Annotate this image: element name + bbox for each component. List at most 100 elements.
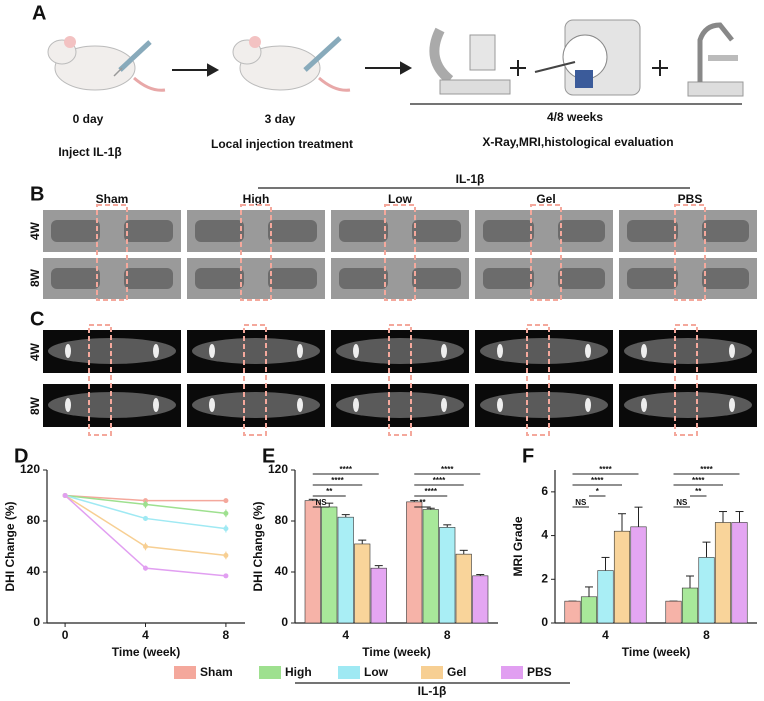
disc [641,344,647,358]
panel-label: E [262,445,275,467]
vertebra [412,268,461,289]
point [223,573,229,579]
point [142,565,148,571]
mri-machine [534,19,641,96]
disc [209,344,215,358]
vertebra [268,268,317,289]
y-tick-label: 4 [541,528,548,542]
legend-label: Gel [447,665,466,679]
significance-label: * [596,487,600,496]
spine [336,338,464,364]
bar [370,567,387,624]
mouse-illustration [47,36,166,92]
vertebra [627,220,678,242]
row-label: 4W [28,221,42,240]
bar [580,596,598,624]
point [223,526,229,532]
mouse-illustration [232,36,351,92]
panel-label: C [30,308,44,330]
vertebra [268,220,317,242]
disc [353,344,359,358]
x-axis-label: Time (week) [362,645,430,659]
row-label: 8W [28,396,42,415]
significance-label: **** [692,476,705,485]
vertebra [558,268,605,289]
column-label: Gel [536,192,555,206]
x-tick-label: 4 [342,628,349,642]
plus-sign [510,60,668,76]
y-tick-label: 0 [541,615,548,629]
significance-label: ** [326,487,333,496]
bar [354,543,371,624]
disc [641,398,647,412]
x-tick-label: 4 [142,628,149,642]
disc [497,398,503,412]
significance-label: **** [441,465,454,474]
bar [422,509,439,624]
y-tick-label: 2 [541,571,548,585]
bar [472,575,489,624]
step-text: Inject IL-1β [58,145,121,159]
legend-group-label: IL-1β [418,684,447,698]
y-tick-label: 0 [33,615,40,629]
vertebra [339,220,388,242]
bar [321,506,338,624]
vertebra [51,220,100,242]
significance-label: NS [315,498,327,507]
disc [353,398,359,412]
significance-label: **** [591,476,604,485]
vertebra [339,268,388,289]
bar [665,600,682,624]
legend-label: High [285,665,312,679]
arrow [172,61,413,77]
significance-label: **** [340,465,353,474]
spine [192,392,320,418]
spine [336,392,464,418]
roi-box [526,324,550,436]
column-label: Sham [96,192,129,206]
roi-box [384,204,416,301]
column-label: Low [388,192,413,206]
row-label: 4W [28,342,42,361]
disc [497,344,503,358]
bar [731,522,748,624]
legend-label: Low [364,665,389,679]
disc [729,344,735,358]
disc [729,398,735,412]
vertebra [195,220,244,242]
point [142,515,148,521]
disc [65,398,71,412]
significance-label: **** [425,487,438,496]
roi-box [243,324,267,436]
bar [681,587,699,624]
panel-label: F [522,445,534,467]
vertebra [124,268,173,289]
vertebra [412,220,461,242]
disc [209,398,215,412]
step-text: Local injection treatment [211,137,353,151]
step-text: X-Ray,MRI,histological evaluation [482,135,673,149]
point [223,552,229,558]
disc [585,344,591,358]
bar [613,530,631,624]
vertebra [195,268,244,289]
x-tick-label: 8 [703,628,710,642]
x-tick-label: 0 [62,628,69,642]
significance-label: **** [599,465,612,474]
y-tick-label: 40 [27,564,41,578]
spine [48,392,176,418]
legend-swatch [421,666,443,679]
vertebra [702,268,749,289]
bar [630,526,647,624]
roi-box [674,324,698,436]
disc [441,344,447,358]
roi-box [530,204,562,301]
panel-label: B [30,183,44,205]
significance-label: **** [433,476,446,485]
step-day: 4/8 weeks [547,110,603,124]
step-day: 0 day [73,112,104,126]
disc [441,398,447,412]
y-axis-label: DHI Change (%) [251,501,265,591]
legend-swatch [338,666,360,679]
panel-label: D [14,445,28,467]
